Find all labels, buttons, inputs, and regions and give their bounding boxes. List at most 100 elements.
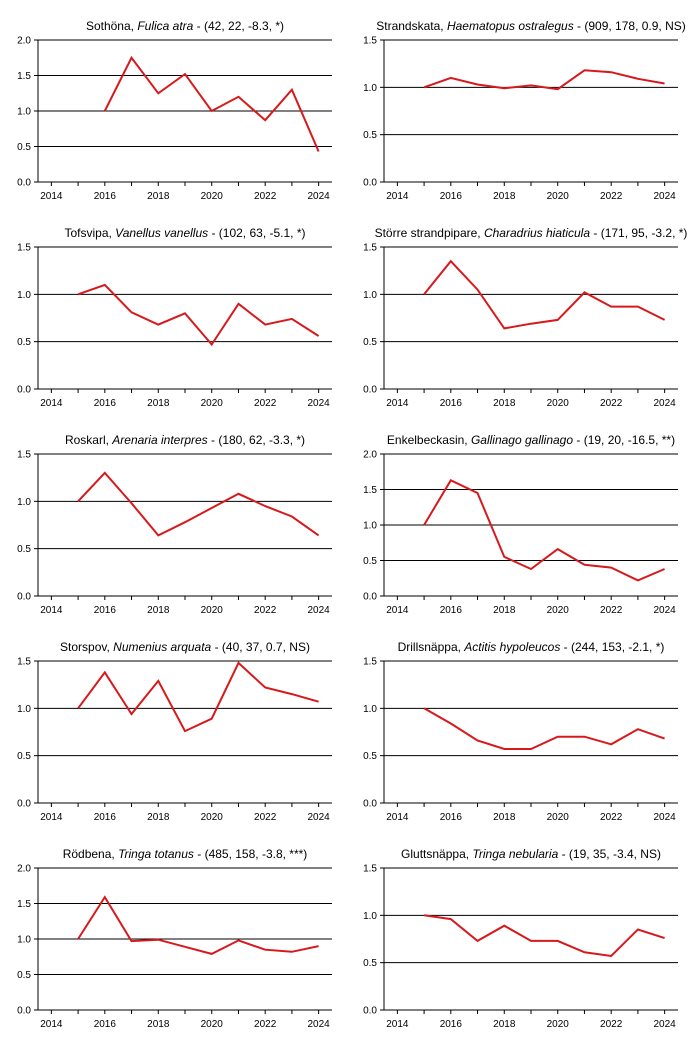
title-scientific-name: Gallinago gallinago: [471, 433, 573, 447]
title-scientific-name: Tringa nebularia: [472, 847, 558, 861]
title-scientific-name: Haematopus ostralegus: [447, 19, 574, 33]
title-common-name: Sothöna,: [86, 19, 137, 33]
y-tick-label: 1.0: [17, 935, 31, 946]
title-stats: - (19, 35, -3.4, NS): [558, 847, 661, 861]
y-tick-label: 2.0: [17, 864, 31, 875]
chart-panel-5: Roskarl, Arenaria interpres - (180, 62, …: [0, 414, 346, 621]
title-common-name: Större strandpipare,: [375, 226, 484, 240]
x-tick-label: 2016: [440, 398, 463, 409]
title-scientific-name: Actitis hypoleucos: [463, 640, 560, 654]
y-tick-label: 2.0: [17, 36, 31, 47]
x-tick-label: 2018: [493, 1019, 516, 1030]
y-tick-label: 0.0: [17, 1006, 31, 1017]
x-tick-label: 2014: [40, 1019, 63, 1030]
x-tick-label: 2020: [547, 398, 570, 409]
y-tick-label: 1.5: [17, 450, 31, 461]
x-tick-label: 2022: [600, 812, 623, 823]
x-tick-label: 2016: [440, 191, 463, 202]
chart-panel-9: Rödbena, Tringa totanus - (485, 158, -3.…: [0, 828, 346, 1035]
y-tick-label: 0.0: [363, 1006, 377, 1017]
y-tick-label: 2.0: [363, 450, 377, 461]
y-tick-label: 1.5: [363, 657, 377, 668]
x-tick-label: 2014: [386, 191, 409, 202]
y-tick-label: 1.5: [363, 864, 377, 875]
y-tick-label: 0.0: [363, 799, 377, 810]
title-stats: - (244, 153, -2.1, *): [560, 640, 664, 654]
title-stats: - (102, 63, -5.1, *): [208, 226, 305, 240]
title-scientific-name: Numenius arquata: [113, 640, 211, 654]
x-tick-label: 2022: [600, 191, 623, 202]
chart-title: Större strandpipare, Charadrius hiaticul…: [375, 226, 688, 240]
y-tick-label: 0.5: [17, 970, 31, 981]
chart-title: Sothöna, Fulica atra - (42, 22, -8.3, *): [86, 19, 284, 33]
x-tick-label: 2022: [600, 1019, 623, 1030]
x-tick-label: 2022: [600, 605, 623, 616]
y-tick-label: 1.0: [17, 107, 31, 118]
y-tick-label: 1.0: [363, 521, 377, 532]
title-stats: - (180, 62, -3.3, *): [208, 433, 305, 447]
chart-svg: Större strandpipare, Charadrius hiaticul…: [363, 226, 688, 409]
title-common-name: Storspov,: [60, 640, 113, 654]
y-tick-label: 1.0: [17, 497, 31, 508]
y-tick-label: 0.5: [363, 556, 377, 567]
chart-panel-4: Större strandpipare, Charadrius hiaticul…: [346, 207, 692, 414]
chart-title: Strandskata, Haematopus ostralegus - (90…: [376, 19, 686, 33]
x-tick-label: 2024: [654, 605, 677, 616]
x-tick-label: 2024: [654, 812, 677, 823]
y-tick-label: 0.5: [363, 337, 377, 348]
x-tick-label: 2014: [40, 398, 63, 409]
x-tick-label: 2022: [600, 398, 623, 409]
x-tick-label: 2020: [547, 191, 570, 202]
chart-svg: Roskarl, Arenaria interpres - (180, 62, …: [17, 433, 332, 616]
title-common-name: Rödbena,: [63, 847, 118, 861]
y-tick-label: 0.5: [17, 544, 31, 555]
x-tick-label: 2020: [201, 191, 224, 202]
x-tick-label: 2020: [201, 605, 224, 616]
x-tick-label: 2018: [147, 1019, 170, 1030]
x-tick-label: 2024: [308, 605, 331, 616]
title-stats: - (171, 95, -3.2, *): [590, 226, 687, 240]
x-tick-label: 2016: [440, 812, 463, 823]
y-tick-label: 0.0: [363, 178, 377, 189]
y-tick-label: 0.0: [17, 385, 31, 396]
title-stats: - (42, 22, -8.3, *): [193, 19, 284, 33]
x-tick-label: 2014: [386, 1019, 409, 1030]
x-tick-label: 2022: [254, 605, 277, 616]
x-tick-label: 2024: [308, 398, 331, 409]
title-common-name: Drillsnäppa,: [398, 640, 465, 654]
series-line: [103, 55, 320, 152]
x-tick-label: 2024: [654, 1019, 677, 1030]
x-tick-label: 2014: [386, 605, 409, 616]
chart-panel-3: Tofsvipa, Vanellus vanellus - (102, 63, …: [0, 207, 346, 414]
y-tick-label: 1.5: [17, 71, 31, 82]
title-stats: - (909, 178, 0.9, NS): [574, 19, 686, 33]
y-tick-label: 1.0: [363, 83, 377, 94]
x-tick-label: 2016: [94, 812, 117, 823]
chart-panel-6: Enkelbeckasin, Gallinago gallinago - (19…: [346, 414, 692, 621]
x-tick-label: 2014: [386, 812, 409, 823]
series-line: [77, 895, 319, 955]
y-tick-label: 0.0: [363, 385, 377, 396]
x-tick-label: 2022: [254, 191, 277, 202]
chart-svg: Strandskata, Haematopus ostralegus - (90…: [363, 19, 686, 202]
x-tick-label: 2024: [308, 191, 331, 202]
y-tick-label: 0.5: [363, 130, 377, 141]
x-tick-label: 2016: [94, 1019, 117, 1030]
series-line: [77, 661, 319, 733]
x-tick-label: 2024: [308, 812, 331, 823]
x-tick-label: 2018: [147, 191, 170, 202]
series-line: [423, 914, 665, 958]
chart-svg: Storspov, Numenius arquata - (40, 37, 0.…: [17, 640, 332, 823]
chart-svg: Drillsnäppa, Actitis hypoleucos - (244, …: [363, 640, 678, 823]
y-tick-label: 0.5: [17, 142, 31, 153]
y-tick-label: 1.5: [17, 657, 31, 668]
x-tick-label: 2020: [547, 1019, 570, 1030]
x-tick-label: 2016: [94, 191, 117, 202]
chart-svg: Rödbena, Tringa totanus - (485, 158, -3.…: [17, 847, 332, 1030]
chart-title: Enkelbeckasin, Gallinago gallinago - (19…: [387, 433, 675, 447]
series-line: [423, 707, 665, 750]
y-tick-label: 1.5: [363, 36, 377, 47]
y-tick-label: 0.5: [17, 337, 31, 348]
y-tick-label: 0.0: [363, 592, 377, 603]
x-tick-label: 2014: [40, 191, 63, 202]
